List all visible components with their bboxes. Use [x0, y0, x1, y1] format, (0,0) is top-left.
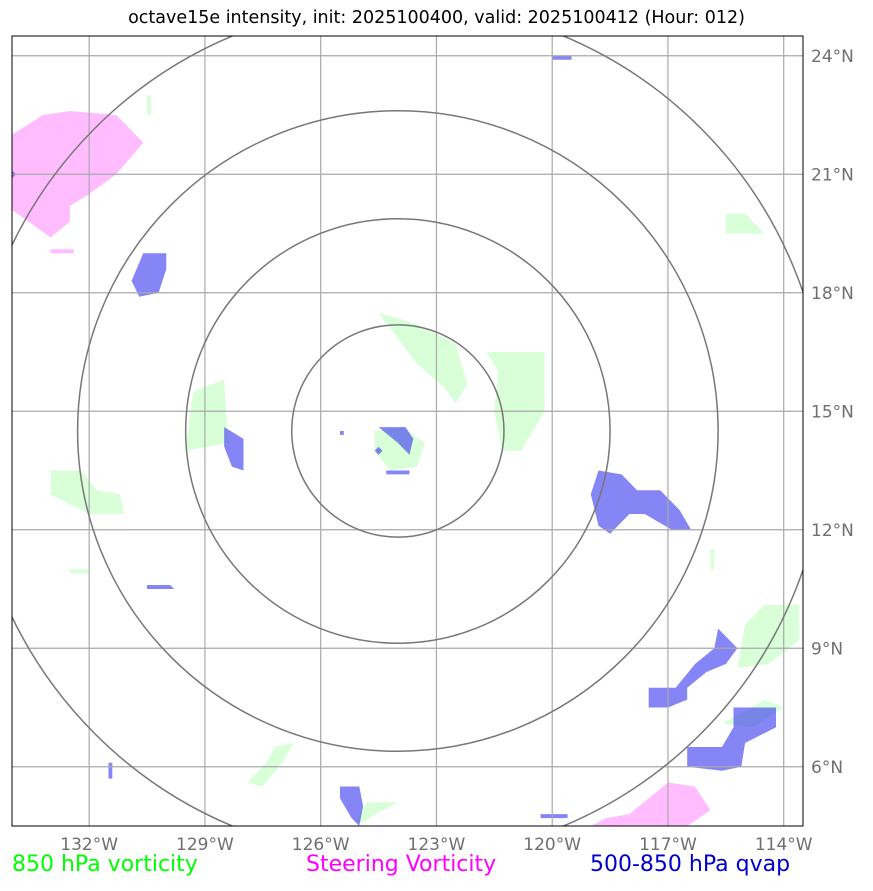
qvap-region [131, 253, 167, 297]
lon-tick-label: 114°W [755, 835, 813, 855]
vorticity-850-region [247, 743, 294, 787]
lat-tick-label: 21°N [811, 165, 854, 185]
vorticity-850-region [486, 352, 545, 451]
qvap-region [378, 427, 414, 455]
lon-tick-label: 120°W [523, 835, 581, 855]
vorticity-850-region [185, 379, 229, 451]
qvap-region [386, 470, 410, 475]
vorticity-850-region [378, 312, 468, 404]
range-rings [12, 36, 803, 826]
qvap-region [340, 431, 344, 435]
vorticity-850-region [710, 549, 715, 570]
lon-tick-label: 126°W [292, 835, 350, 855]
axis-ticks: 132°W 129°W 126°W 123°W 120°W 117°W 114°W 6°N 9°… [60, 47, 854, 855]
range-ring [76, 109, 719, 753]
qvap-region [590, 470, 692, 534]
vorticity-850-region [69, 569, 90, 574]
lat-tick-label: 24°N [811, 47, 854, 67]
qvap-region [687, 707, 776, 771]
qvap-region [648, 628, 738, 708]
legend-qvap: 500-850 hPa qvap [590, 852, 791, 877]
lat-tick-label: 6°N [811, 758, 843, 778]
qvap-region [147, 585, 175, 589]
vorticity-850-region [50, 470, 124, 514]
steering-vorticity-region [590, 782, 711, 826]
qvap-region [540, 814, 568, 819]
qvap-region [374, 446, 383, 455]
range-ring [290, 324, 505, 538]
lat-tick-label: 9°N [811, 639, 843, 659]
vorticity-850-region [355, 802, 398, 823]
lon-tick-label: 132°W [60, 835, 118, 855]
lat-tick-label: 18°N [811, 284, 854, 304]
vorticity-850-region [725, 213, 765, 234]
vorticity-850-region [147, 95, 151, 115]
map-title: octave15e intensity, init: 2025100400, v… [128, 8, 745, 28]
steering-vorticity-layer [12, 111, 711, 826]
lon-tick-label: 129°W [176, 835, 234, 855]
qvap-region [552, 55, 572, 60]
qvap-region [340, 786, 364, 826]
steering-vorticity-region [50, 249, 74, 254]
qvap-region [224, 427, 244, 471]
legend-850-vorticity: 850 hPa vorticity [12, 852, 198, 877]
vorticity-850-layer [50, 95, 800, 823]
lon-tick-label: 123°W [408, 835, 466, 855]
lat-tick-label: 12°N [811, 521, 854, 541]
qvap-region [108, 762, 113, 779]
range-ring [184, 218, 611, 644]
vorticity-850-region [737, 604, 800, 668]
gridlines [12, 36, 803, 826]
lat-tick-label: 15°N [811, 402, 854, 422]
legend-steering-vorticity: Steering Vorticity [306, 852, 497, 877]
lon-tick-label: 117°W [639, 835, 697, 855]
map-frame [11, 35, 804, 827]
